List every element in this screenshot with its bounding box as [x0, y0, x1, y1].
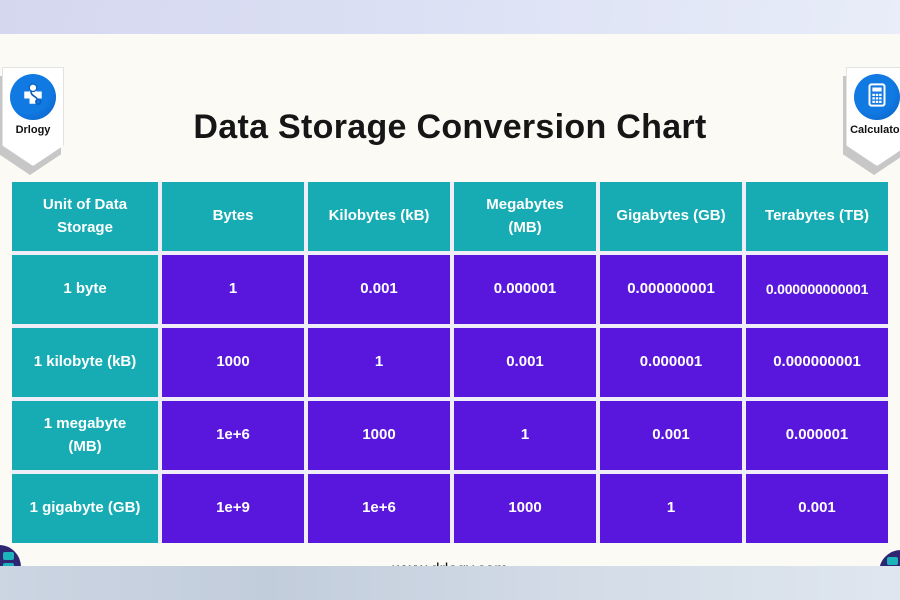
cell-gb-bytes: 1e+9	[162, 474, 304, 543]
calculator-icon	[862, 80, 892, 115]
ribbon-face: Calculator	[846, 67, 900, 166]
cell-kb-gb: 0.000001	[600, 328, 742, 397]
drlogy-logo-circle	[10, 74, 56, 120]
header-terabytes: Terabytes (TB)	[746, 182, 888, 251]
content-card: Drlogy Calculator	[0, 34, 900, 594]
row-label-kilobyte: 1 kilobyte (kB)	[12, 328, 158, 397]
ribbon-face: Drlogy	[2, 67, 64, 166]
row-label-gigabyte: 1 gigabyte (GB)	[12, 474, 158, 543]
header-unit: Unit of Data Storage	[12, 182, 158, 251]
cell-gb-mb: 1000	[454, 474, 596, 543]
header-kilobytes: Kilobytes (kB)	[308, 182, 450, 251]
cell-byte-mb: 0.000001	[454, 255, 596, 324]
calculator-badge-label: Calculator	[850, 124, 900, 136]
cell-kb-kb: 1	[308, 328, 450, 397]
drlogy-badge-label: Drlogy	[15, 124, 51, 136]
page-background-top	[0, 0, 900, 34]
cell-kb-tb: 0.000000001	[746, 328, 888, 397]
calculator-logo-circle	[854, 74, 900, 120]
cell-kb-bytes: 1000	[162, 328, 304, 397]
calculator-badge: Calculator	[843, 67, 900, 175]
header-megabytes: Megabytes (MB)	[454, 182, 596, 251]
row-label-byte: 1 byte	[12, 255, 158, 324]
header-bytes: Bytes	[162, 182, 304, 251]
cell-mb-gb: 0.001	[600, 401, 742, 470]
cell-kb-mb: 0.001	[454, 328, 596, 397]
cell-mb-tb: 0.000001	[746, 401, 888, 470]
cell-gb-tb: 0.001	[746, 474, 888, 543]
calculator-key-icon	[886, 557, 898, 565]
cell-byte-bytes: 1	[162, 255, 304, 324]
cell-byte-kb: 0.001	[308, 255, 450, 324]
calculator-key-icon	[2, 552, 14, 560]
cell-mb-bytes: 1e+6	[162, 401, 304, 470]
medical-cross-stethoscope-icon	[18, 80, 48, 115]
drlogy-badge: Drlogy	[0, 67, 64, 175]
conversion-table: Unit of Data Storage Bytes Kilobytes (kB…	[12, 182, 888, 543]
row-label-megabyte: 1 megabyte (MB)	[12, 401, 158, 470]
header-gigabytes: Gigabytes (GB)	[600, 182, 742, 251]
page-background-bottom	[0, 566, 900, 600]
cell-mb-kb: 1000	[308, 401, 450, 470]
cell-byte-tb: 0.000000000001	[746, 255, 888, 324]
cell-byte-gb: 0.000000001	[600, 255, 742, 324]
cell-gb-kb: 1e+6	[308, 474, 450, 543]
page-title: Data Storage Conversion Chart	[193, 108, 707, 146]
cell-mb-mb: 1	[454, 401, 596, 470]
cell-gb-gb: 1	[600, 474, 742, 543]
